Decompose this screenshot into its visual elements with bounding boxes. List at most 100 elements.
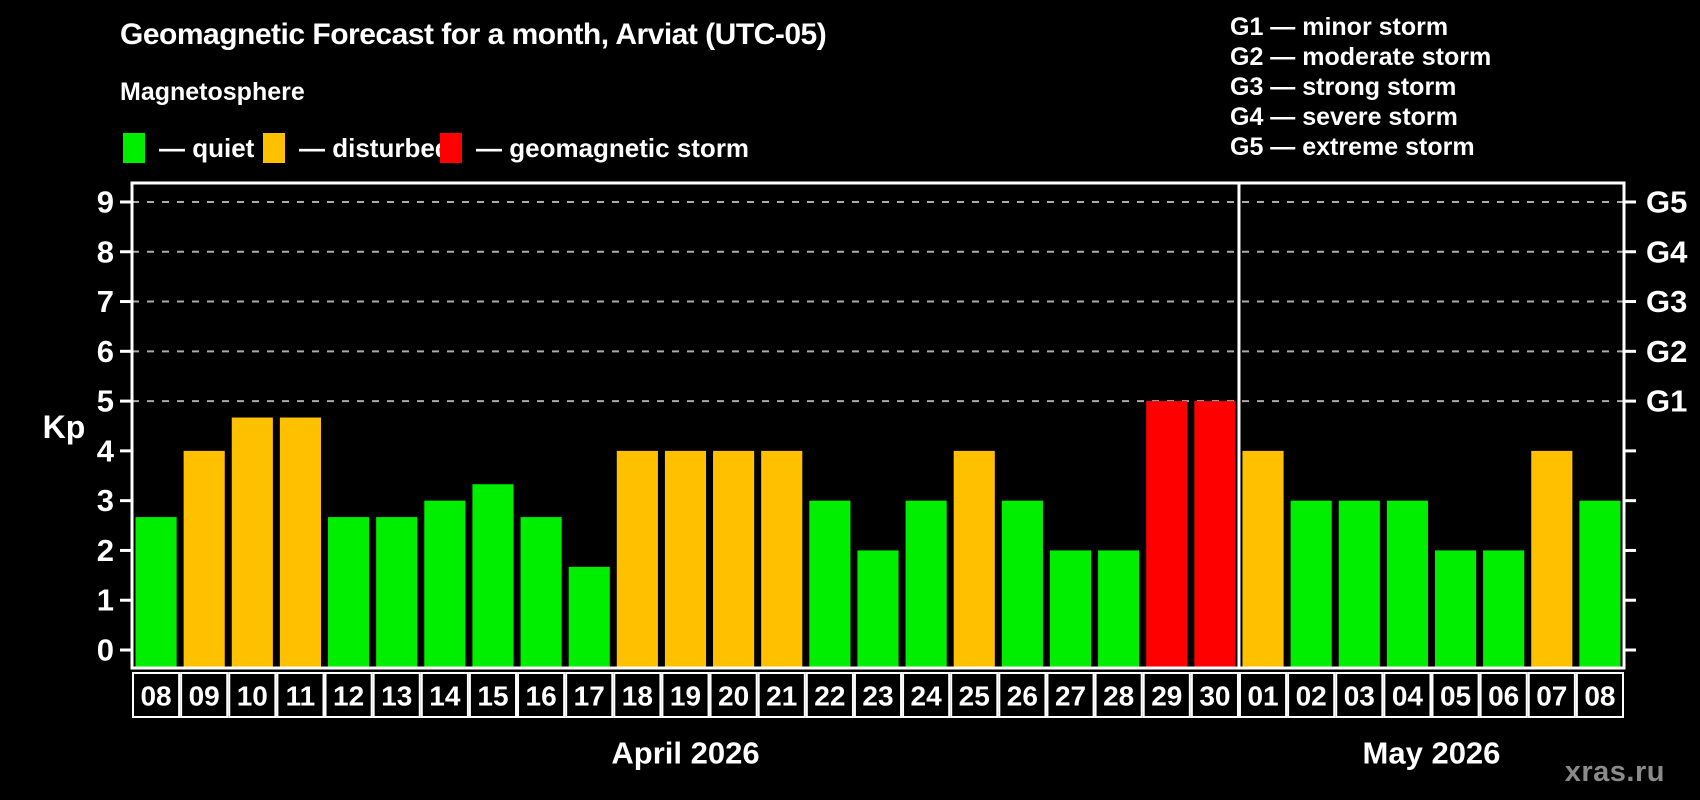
g-axis-label-G3: G3: [1646, 284, 1687, 319]
kp-bar-13: [376, 517, 418, 668]
day-cell-27: [1046, 672, 1095, 718]
kp-bar-17: [568, 566, 610, 668]
g-scale-legend-line: G2 — moderate storm: [1230, 43, 1492, 71]
kp-bar-10: [231, 417, 273, 668]
day-label-17: 17: [574, 681, 605, 712]
kp-bar-23: [857, 550, 899, 668]
kp-bar-09: [183, 450, 225, 668]
storm-swatch-icon: [440, 133, 462, 163]
y-axis-label-7: 7: [97, 284, 114, 319]
month-label: May 2026: [1363, 736, 1501, 771]
y-axis-label-4: 4: [97, 433, 115, 468]
kp-bar-12: [328, 517, 370, 668]
kp-axis-title: Kp: [43, 409, 86, 445]
day-label-04: 04: [1392, 681, 1424, 712]
y-axis-label-6: 6: [97, 334, 114, 369]
day-label-29: 29: [1151, 681, 1182, 712]
g-scale-legend: G1 — minor storm G2 — moderate storm G3 — …: [1230, 12, 1491, 162]
day-cell-01: [1238, 672, 1288, 718]
kp-bar-24: [905, 500, 947, 668]
day-label-20: 20: [718, 681, 749, 712]
g-axis-label-G1: G1: [1646, 384, 1687, 419]
day-label-10: 10: [237, 681, 268, 712]
day-cell-11: [276, 672, 325, 718]
kp-bar-28: [1098, 550, 1140, 668]
day-cell-28: [1094, 672, 1143, 718]
g-axis-label-G4: G4: [1646, 234, 1688, 269]
kp-bar-22: [809, 500, 851, 668]
magnetosphere-label: Magnetosphere: [120, 78, 305, 106]
day-cell-17: [565, 672, 614, 718]
day-label-11: 11: [286, 681, 316, 712]
legend-label: — quiet: [159, 132, 255, 163]
day-label-13: 13: [381, 681, 412, 712]
kp-bar-07: [1531, 450, 1573, 668]
page-title: Geomagnetic Forecast for a month, Arviat…: [120, 18, 827, 51]
day-label-03: 03: [1344, 681, 1375, 712]
day-label-23: 23: [862, 681, 893, 712]
day-cell-06: [1479, 672, 1528, 718]
watermark: xras.ru: [1564, 756, 1665, 788]
g-scale-legend-line: G3 — strong storm: [1230, 73, 1457, 101]
kp-bar-18: [616, 450, 658, 668]
y-axis-label-0: 0: [97, 633, 114, 668]
kp-bar-15: [472, 484, 514, 668]
y-axis-label-1: 1: [97, 583, 114, 618]
day-cell-04: [1383, 672, 1432, 718]
day-label-27: 27: [1055, 681, 1086, 712]
day-cell-14: [420, 672, 469, 718]
y-axis-label-8: 8: [97, 234, 114, 269]
legend-item-quiet: — quiet: [123, 133, 254, 163]
kp-bar-26: [1001, 500, 1043, 668]
day-label-12: 12: [333, 681, 364, 712]
day-cell-16: [517, 672, 566, 718]
day-label-05: 05: [1440, 681, 1471, 712]
y-axis-label-9: 9: [97, 184, 114, 219]
kp-bar-06: [1483, 550, 1525, 668]
day-label-21: 21: [766, 681, 797, 712]
day-label-06: 06: [1488, 681, 1519, 712]
day-cell-23: [853, 672, 903, 718]
day-cell-30: [1190, 672, 1239, 718]
kp-bar-29: [1146, 401, 1188, 668]
legend-label: — geomagnetic storm: [476, 132, 750, 163]
day-label-18: 18: [622, 681, 653, 712]
day-label-25: 25: [959, 681, 990, 712]
day-label-01: 01: [1247, 681, 1278, 712]
day-label-16: 16: [526, 681, 557, 712]
kp-bar-20: [713, 450, 755, 668]
day-cell-18: [613, 672, 662, 718]
kp-bar-21: [761, 450, 803, 668]
day-label-24: 24: [911, 681, 943, 712]
day-label-26: 26: [1007, 681, 1038, 712]
kp-bar-05: [1434, 550, 1477, 668]
kp-bar-08: [135, 517, 177, 668]
disturbed-swatch-icon: [263, 133, 285, 163]
kp-bar-30: [1194, 401, 1236, 668]
day-label-07: 07: [1536, 681, 1567, 712]
quiet-swatch-icon: [123, 133, 145, 163]
g-axis-label-G5: G5: [1646, 184, 1687, 219]
day-cell-10: [228, 672, 277, 718]
day-cell-19: [661, 672, 710, 718]
day-cell-25: [950, 672, 999, 718]
day-label-22: 22: [814, 681, 845, 712]
y-axis-label-5: 5: [97, 384, 114, 419]
day-label-08: 08: [1584, 681, 1615, 712]
kp-bar-14: [424, 500, 466, 668]
day-cell-03: [1335, 672, 1384, 718]
day-label-08: 08: [140, 681, 171, 712]
kp-bar-16: [520, 517, 562, 668]
kp-bar-27: [1049, 550, 1092, 668]
kp-bar-04: [1386, 500, 1428, 668]
kp-bar-03: [1338, 500, 1380, 668]
kp-bar-01: [1242, 450, 1284, 668]
g-scale-legend-line: G1 — minor storm: [1230, 13, 1449, 41]
day-cell-08: [1575, 672, 1625, 718]
day-cell-07: [1527, 672, 1576, 718]
day-label-28: 28: [1103, 681, 1134, 712]
day-cell-02: [1287, 672, 1336, 718]
day-cell-09: [180, 672, 229, 718]
